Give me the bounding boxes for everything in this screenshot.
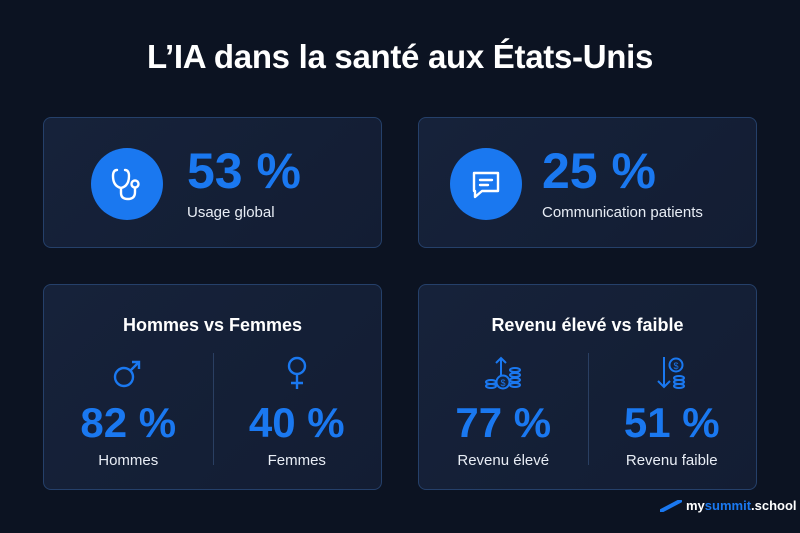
stat-value: 40 % (248, 399, 345, 446)
stethoscope-icon (91, 148, 163, 220)
female-symbol-icon (287, 356, 306, 389)
stat-value: 25 % (542, 143, 656, 199)
chat-bubble-icon (450, 148, 522, 220)
coins-arrow-up-icon: $ (485, 356, 522, 390)
stat-label: Hommes (98, 452, 159, 469)
comparison-card-income: Revenu élevé vs faible $ 77 % Revenu éle… (418, 284, 757, 490)
brand-logo: mysummit.school (660, 498, 797, 513)
stat-label: Femmes (267, 452, 326, 469)
stat-label: Revenu faible (625, 452, 718, 469)
stat-value: 82 % (80, 399, 177, 446)
logo-text-school: .school (751, 498, 797, 513)
telescope-icon (660, 499, 682, 512)
stat-label: Communication patients (542, 204, 703, 221)
divider (587, 353, 589, 465)
svg-text:$: $ (501, 378, 506, 388)
stat-card-communication: 25 % Communication patients (418, 117, 757, 248)
stat-value: 53 % (187, 143, 301, 199)
page-title: L’IA dans la santé aux États-Unis (146, 38, 654, 75)
comparison-card-gender: Hommes vs Femmes 82 % Hommes 40 % Femmes (43, 284, 382, 490)
stat-value: 51 % (623, 399, 720, 446)
divider (212, 353, 214, 465)
svg-text:$: $ (673, 361, 678, 371)
logo-text-summit: summit (704, 498, 752, 513)
stat-value: 77 % (455, 399, 552, 446)
stat-label: Usage global (187, 204, 275, 221)
card-title: Hommes vs Femmes (122, 315, 303, 335)
male-symbol-icon (114, 360, 141, 388)
logo-text-my: my (686, 498, 705, 513)
stat-label: Revenu élevé (457, 452, 550, 469)
coins-arrow-down-icon: $ (657, 357, 685, 389)
card-title: Revenu élevé vs faible (491, 315, 684, 335)
stat-card-usage: 53 % Usage global (43, 117, 382, 248)
